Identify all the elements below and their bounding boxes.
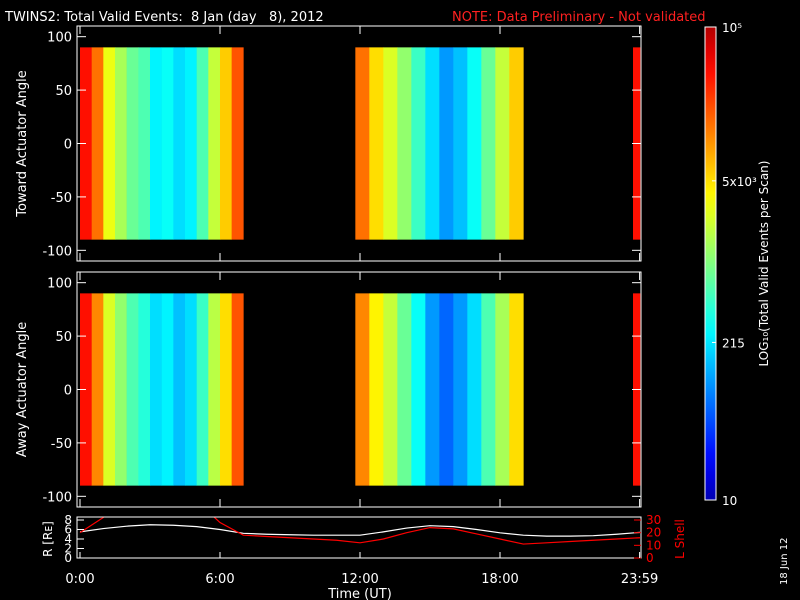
x-tick-label: 12:00 [341, 572, 378, 587]
heat-cell [173, 293, 186, 486]
heat-cell [231, 293, 244, 486]
heat-cell [196, 293, 209, 486]
y2-axis-label: L Shell [673, 519, 687, 559]
y-tick-label: 50 [55, 84, 72, 99]
heat-cell [115, 293, 127, 486]
y2-tick-label: 30 [646, 513, 661, 527]
heat-cell [91, 293, 104, 486]
x-tick-label: 18:00 [481, 572, 518, 587]
chart-title: TWINS2: Total Valid Events: 8 Jan (day 8… [4, 10, 324, 25]
heat-cell [150, 293, 162, 486]
y-tick-label: -100 [42, 490, 72, 505]
heat-cell [150, 47, 162, 240]
heat-cell [509, 47, 524, 240]
heat-cell [495, 293, 510, 486]
y-tick-label: 50 [55, 330, 72, 345]
heat-cell [481, 293, 496, 486]
heat-cell [138, 47, 151, 240]
heat-cell [383, 47, 398, 240]
y-tick-label: 0 [64, 138, 72, 153]
y-tick-label: 2 [64, 542, 72, 556]
heat-cell [161, 293, 174, 486]
heat-cell [208, 47, 221, 240]
x-axis-label: Time (UT) [327, 587, 392, 600]
series-line [79, 517, 641, 545]
heat-cell [91, 47, 104, 240]
heat-cell [220, 47, 232, 240]
x-tick-label: 6:00 [205, 572, 234, 587]
axes-box [76, 516, 642, 559]
heat-cell [397, 47, 412, 240]
heat-cell [425, 293, 440, 486]
heat-cell [196, 47, 209, 240]
heat-cell [439, 293, 454, 486]
colorbar-tick-label: 10 [722, 494, 737, 508]
note: NOTE: Data Preliminary - Not validated [452, 10, 706, 25]
y-tick-label: 6 [64, 523, 72, 537]
y-tick-label: 8 [64, 513, 72, 527]
heat-cell [208, 293, 221, 486]
heat-cell [173, 47, 186, 240]
heat-cell [453, 293, 468, 486]
heat-cell [231, 47, 244, 240]
y2-tick-label: 20 [646, 526, 661, 540]
heat-cell [369, 293, 384, 486]
heat-cell [439, 47, 454, 240]
y-tick-label: 0 [64, 551, 72, 565]
heat-cell [383, 293, 398, 486]
y-axis-label: Away Actuator Angle [15, 322, 30, 457]
heat-cell [161, 47, 174, 240]
heat-cell [467, 293, 482, 486]
heat-cell [453, 47, 468, 240]
heat-cell [185, 293, 197, 486]
heat-cell [425, 47, 440, 240]
heat-cell [369, 47, 384, 240]
colorbar-label: LOG₁₀(Total Valid Events per Scan) [757, 161, 771, 367]
heat-cell [411, 47, 426, 240]
series-line [79, 524, 641, 537]
heat-cell [103, 293, 116, 486]
heat-cell [411, 293, 426, 486]
heat-cell [481, 47, 496, 240]
heat-cell [509, 293, 524, 486]
x-tick-label: 23:59 [621, 572, 658, 587]
colorbar-tick-label: 215 [722, 336, 745, 350]
heat-cell [495, 47, 510, 240]
colorbar [704, 26, 717, 501]
y2-tick-label: 0 [646, 551, 654, 565]
heat-cell [115, 47, 127, 240]
y-tick-label: 100 [47, 31, 72, 46]
date-stamp: 18 Jun 12 [779, 538, 790, 585]
heat-cell [126, 47, 139, 240]
y2-tick-label: 10 [646, 538, 661, 552]
colorbar-tick-label: 10⁵ [722, 21, 742, 35]
heat-cell [185, 47, 197, 240]
x-tick-label: 0:00 [65, 572, 94, 587]
y-tick-label: 100 [47, 277, 72, 292]
heat-cell [397, 293, 412, 486]
y-tick-label: -50 [51, 437, 72, 452]
heat-cell [220, 293, 232, 486]
heat-cell [138, 293, 151, 486]
y-tick-label: 0 [64, 384, 72, 399]
y-tick-label: -100 [42, 244, 72, 259]
heat-cell [103, 47, 116, 240]
heat-cell [355, 293, 370, 486]
colorbar-tick-label: 5x10³ [722, 175, 757, 189]
y-axis-label: Toward Actuator Angle [15, 70, 30, 217]
heat-cell [467, 47, 482, 240]
y-tick-label: -50 [51, 191, 72, 206]
y-axis-label: R [Rᴇ] [41, 521, 55, 557]
heat-cell [355, 47, 370, 240]
heat-cell [126, 293, 139, 486]
y-tick-label: 4 [64, 532, 72, 546]
